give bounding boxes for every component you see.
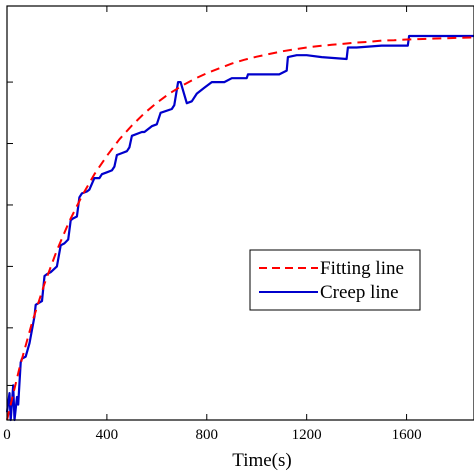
legend-creep-line-label: Creep line xyxy=(320,282,399,303)
legend-box xyxy=(249,249,421,311)
plot-frame xyxy=(6,5,474,421)
x-axis-label: Time(s) xyxy=(232,450,291,471)
legend: Fitting line Creep line xyxy=(249,249,421,311)
x-tick-label: 400 xyxy=(96,427,119,443)
x-tick-label: 800 xyxy=(196,427,219,443)
series-layer xyxy=(5,34,474,422)
creep-line-series xyxy=(5,34,474,422)
fitting-line-series xyxy=(6,36,474,421)
axes: 0 400 800 1200 1600 xyxy=(3,5,474,443)
legend-fitting-line-label: Fitting line xyxy=(320,258,404,279)
x-tick-label: 0 xyxy=(3,427,11,443)
x-tick-label: 1200 xyxy=(292,427,322,443)
x-tick-label: 1600 xyxy=(392,427,422,443)
